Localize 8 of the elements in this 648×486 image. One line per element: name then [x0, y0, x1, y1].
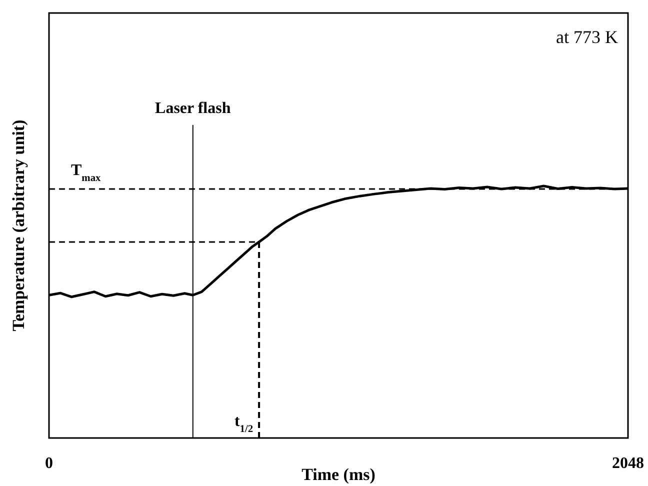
y-axis-title: Temperature (arbitrary unit): [9, 120, 28, 332]
text: at 773 K: [556, 27, 618, 47]
ref-line-label: T$_{max}$: [71, 162, 102, 184]
x-tick-label: 0: [45, 455, 53, 472]
x-axis-title: Time (ms): [302, 465, 376, 484]
ref-line-label: Laser flash: [155, 100, 231, 117]
ref-line-label: t$_{1/2}$: [234, 413, 254, 434]
x-tick-label: 2048: [612, 455, 644, 472]
